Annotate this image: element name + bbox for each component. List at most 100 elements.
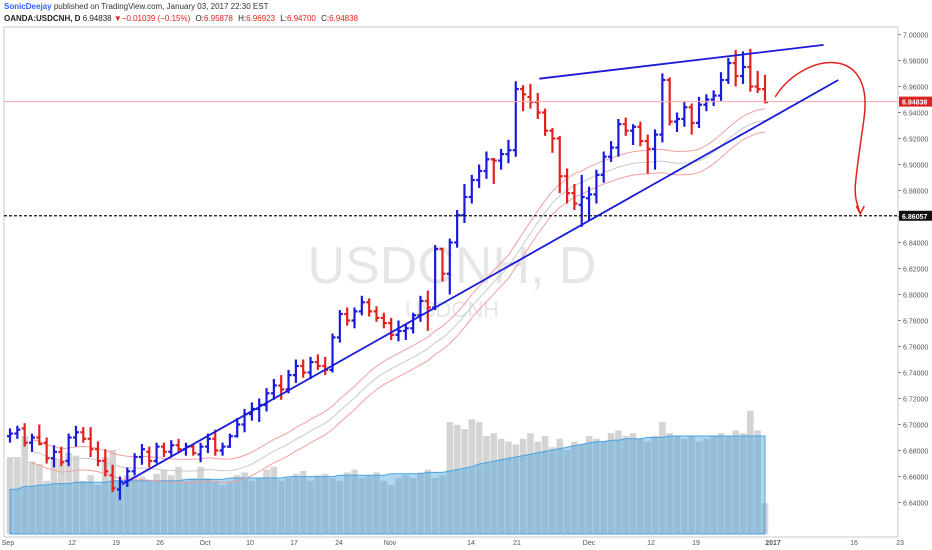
- ohlc-bar[interactable]: [72, 425, 79, 447]
- ohlc-bar[interactable]: [226, 433, 233, 448]
- ohlc-bar[interactable]: [292, 359, 299, 383]
- ohlc-bar[interactable]: [138, 444, 145, 465]
- ohlc-bar[interactable]: [740, 51, 746, 84]
- ohlc-bar[interactable]: [212, 429, 219, 456]
- ohlc-bar[interactable]: [439, 247, 446, 282]
- ohlc-bar[interactable]: [168, 440, 175, 456]
- ohlc-bar[interactable]: [622, 117, 629, 136]
- projection-arrow[interactable]: [774, 61, 866, 215]
- ohlc-bar[interactable]: [358, 295, 365, 316]
- ohlc-bar[interactable]: [43, 437, 50, 464]
- ohlc-bar[interactable]: [234, 418, 241, 438]
- ohlc-bar[interactable]: [520, 85, 527, 112]
- volume-bar: [182, 480, 190, 534]
- ohlc-bar[interactable]: [87, 427, 94, 457]
- ohlc-bar[interactable]: [446, 238, 453, 295]
- ohlc-bar[interactable]: [116, 476, 123, 500]
- ohlc-bar[interactable]: [615, 119, 622, 157]
- ohlc-bar[interactable]: [160, 442, 167, 457]
- ohlc-bar[interactable]: [153, 442, 160, 464]
- ohlc-bar[interactable]: [336, 310, 343, 343]
- volume-bar: [549, 447, 556, 534]
- ohlc-bar[interactable]: [549, 128, 556, 153]
- ohlc-bar[interactable]: [476, 164, 483, 188]
- ohlc-bar[interactable]: [278, 375, 285, 400]
- ohlc-bar[interactable]: [21, 423, 28, 447]
- ohlc-bar[interactable]: [58, 446, 65, 467]
- ohlc-bar[interactable]: [710, 90, 717, 106]
- ohlc-bar[interactable]: [307, 356, 314, 379]
- ohlc-bar[interactable]: [644, 134, 651, 174]
- ohlc-bar[interactable]: [36, 424, 43, 446]
- ohlc-bar[interactable]: [608, 141, 615, 162]
- ohlc-bar[interactable]: [344, 307, 351, 326]
- volume-bar: [211, 480, 219, 534]
- ohlc-bar[interactable]: [725, 57, 732, 84]
- volume-bar: [446, 422, 454, 534]
- ohlc-bar[interactable]: [131, 453, 138, 476]
- author-name[interactable]: SonicDeejay: [4, 2, 52, 11]
- volume-bar: [65, 452, 72, 534]
- ohlc-bar[interactable]: [542, 108, 549, 136]
- ohlc-bar[interactable]: [14, 425, 21, 439]
- ohlc-bar[interactable]: [483, 151, 490, 179]
- ohlc-bar[interactable]: [109, 464, 116, 493]
- ohlc-bar[interactable]: [498, 148, 505, 170]
- ohlc-bar[interactable]: [688, 103, 695, 135]
- volume-bar: [87, 475, 94, 534]
- ohlc-bar[interactable]: [380, 312, 387, 329]
- ohlc-bar[interactable]: [630, 124, 637, 145]
- ohlc-bar[interactable]: [578, 174, 585, 227]
- ohlc-bar[interactable]: [754, 70, 761, 93]
- ohlc-bar[interactable]: [373, 306, 380, 322]
- ohlc-bar[interactable]: [395, 320, 402, 342]
- upper-trendline[interactable]: [539, 44, 824, 80]
- x-tick-label: 12: [68, 540, 76, 547]
- ohlc-bar[interactable]: [219, 442, 226, 456]
- ohlc-bar[interactable]: [366, 298, 373, 317]
- volume-bar: [681, 438, 688, 534]
- ohlc-bar[interactable]: [65, 433, 72, 467]
- ohlc-bar[interactable]: [28, 433, 35, 452]
- volume-bar: [483, 436, 490, 534]
- ohlc-bar[interactable]: [102, 449, 109, 477]
- ohlc-bar[interactable]: [197, 442, 204, 463]
- ohlc-bar[interactable]: [468, 174, 475, 204]
- ohlc-bar[interactable]: [505, 139, 512, 164]
- ohlc-bar[interactable]: [593, 169, 600, 204]
- ohlc-bar[interactable]: [681, 102, 688, 127]
- price-axis[interactable]: [898, 27, 932, 550]
- ohlc-bar[interactable]: [718, 72, 725, 101]
- ohlc-bar[interactable]: [270, 379, 277, 400]
- ohlc-bar[interactable]: [490, 158, 497, 184]
- ohlc-bar[interactable]: [94, 441, 101, 467]
- volume-bar: [175, 466, 182, 534]
- volume-bar: [321, 473, 329, 534]
- ohlc-bar[interactable]: [402, 324, 409, 340]
- ohlc-bar[interactable]: [556, 135, 563, 194]
- ohlc-bar[interactable]: [50, 445, 57, 468]
- ohlc-bar[interactable]: [703, 94, 710, 112]
- ohlc-bar[interactable]: [410, 312, 417, 334]
- ohlc-bar[interactable]: [351, 307, 358, 329]
- ohlc-bar[interactable]: [512, 81, 519, 157]
- ohlc-bar[interactable]: [80, 427, 87, 443]
- ohlc-bar[interactable]: [314, 354, 321, 370]
- ohlc-bar[interactable]: [747, 48, 754, 92]
- ohlc-bar[interactable]: [300, 359, 307, 378]
- ohlc-bar[interactable]: [175, 438, 182, 454]
- ohlc-bar[interactable]: [637, 121, 644, 147]
- ohlc-bar[interactable]: [600, 151, 607, 183]
- ohlc-bar[interactable]: [674, 112, 681, 133]
- ohlc-bar[interactable]: [388, 317, 395, 340]
- ohlc-bar[interactable]: [652, 129, 659, 170]
- ohlc-bar[interactable]: [571, 184, 578, 210]
- ohlc-bar[interactable]: [564, 168, 571, 204]
- rising-trendline[interactable]: [121, 79, 839, 486]
- y-tick-label: 6.98000: [903, 59, 928, 66]
- ohlc-bar[interactable]: [7, 428, 13, 443]
- ohlc-bar[interactable]: [146, 446, 153, 468]
- ohlc-bar[interactable]: [659, 73, 666, 143]
- ohlc-bar[interactable]: [586, 186, 593, 221]
